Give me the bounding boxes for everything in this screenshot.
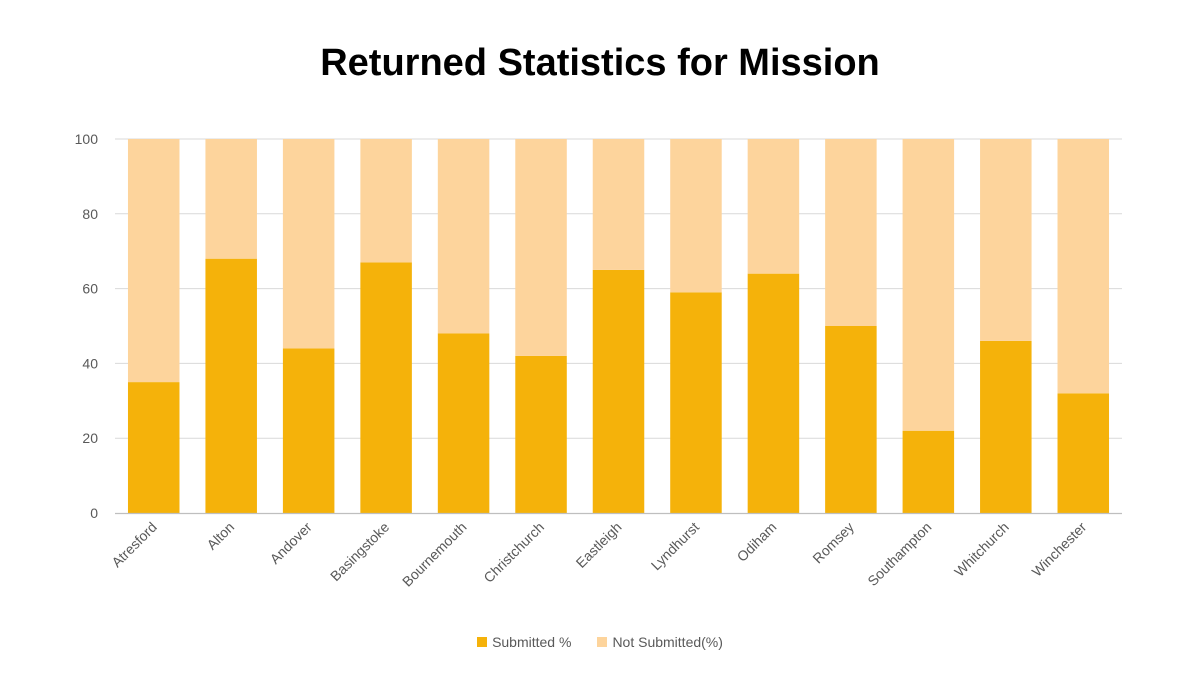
bar-submitted-eastleigh [592,269,645,513]
bar-not-submitted-lyndhurst [670,139,722,293]
x-tick-label: Odiham [734,519,780,565]
x-tick-label: Romsey [809,519,857,567]
x-tick-label: Atresford [108,519,159,570]
bar-submitted-christchurch [515,355,567,513]
legend-item-not-submitted[interactable]: Not Submitted(%) [597,634,723,650]
bar-not-submitted-andover [282,139,335,349]
bar-submitted-odiham [747,273,800,513]
x-tick-label: Basingstoke [327,519,392,584]
y-tick-label: 100 [75,131,99,147]
x-tick-label: Whitchurch [951,519,1012,580]
bar-not-submitted-romsey [825,139,877,326]
y-tick-label: 0 [90,505,98,521]
bar-submitted-andover [282,348,335,513]
legend: Submitted % Not Submitted(%) [0,634,1200,650]
x-axis-labels: Atresford Alton Andover Basingstoke Bournemo… [108,519,1089,590]
bar-not-submitted-atresford [127,139,180,383]
x-tick-label: Lyndhurst [648,519,702,573]
bar-submitted-winchester [1057,393,1110,513]
legend-swatch-submitted [477,637,488,647]
y-tick-label: 60 [82,281,98,297]
y-tick-label: 80 [82,206,98,222]
bar-not-submitted-basingstoke [360,139,412,263]
legend-label-not-submitted: Not Submitted(%) [612,634,723,650]
x-tick-label: Southampton [864,519,934,589]
bar-not-submitted-odiham [747,139,800,274]
bar-not-submitted-southampton [902,139,955,431]
x-tick-label: Andover [267,519,315,567]
legend-swatch-not-submitted [597,637,608,647]
y-axis-ticks: 0 20 40 60 80 100 [75,131,99,521]
x-tick-label: Bournemouth [399,519,470,590]
legend-label-submitted: Submitted % [492,634,572,650]
chart-title: Returned Statistics for Mission [320,42,880,84]
bar-not-submitted-whitchurch [980,139,1032,341]
legend-item-submitted[interactable]: Submitted % [477,634,571,650]
bar-not-submitted-eastleigh [592,139,645,270]
bar-submitted-bournemouth [437,333,490,513]
bar-not-submitted-bournemouth [437,139,490,334]
bar-submitted-whitchurch [980,340,1032,513]
bars [127,139,1110,513]
bar-submitted-basingstoke [360,262,412,513]
bar-submitted-southampton [902,430,955,513]
bar-submitted-atresford [127,382,180,513]
x-tick-label: Winchester [1029,519,1090,580]
x-tick-label: Eastleigh [573,519,625,571]
y-tick-label: 40 [82,355,98,371]
x-tick-label: Alton [203,519,237,553]
bar-not-submitted-christchurch [515,139,567,356]
bar-submitted-lyndhurst [670,292,722,513]
bar-submitted-romsey [825,326,877,513]
x-tick-label: Christchurch [480,519,547,586]
y-tick-label: 20 [82,430,98,446]
bar-not-submitted-alton [205,139,257,259]
bar-not-submitted-winchester [1057,139,1110,394]
bar-submitted-alton [205,258,257,513]
